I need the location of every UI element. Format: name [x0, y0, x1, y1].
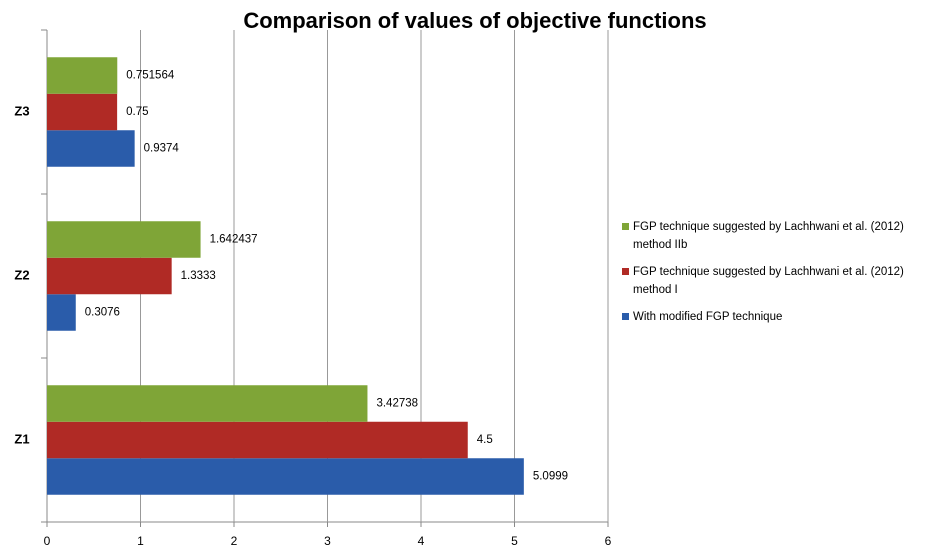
value-label: 1.642437 [210, 234, 258, 246]
x-tick-label: 0 [44, 534, 51, 548]
x-tick-label: 4 [418, 534, 425, 548]
value-label: 3.42738 [376, 398, 418, 410]
bar [47, 257, 172, 295]
legend-label: FGP technique suggested by Lachhwani et … [633, 266, 904, 296]
value-label: 0.9374 [144, 143, 180, 155]
y-tick-label: Z2 [14, 267, 29, 282]
bar [47, 130, 135, 167]
y-tick-label: Z1 [14, 431, 29, 446]
legend-swatch [622, 268, 629, 275]
legend-label: With modified FGP technique [633, 311, 783, 323]
x-tick-label: 6 [605, 534, 612, 548]
legend-item: FGP technique suggested by Lachhwani et … [622, 263, 922, 299]
value-label: 0.751564 [126, 70, 175, 82]
value-label: 5.0999 [533, 471, 568, 483]
bar [47, 385, 368, 422]
value-label: 1.3333 [181, 270, 216, 282]
value-label: 4.5 [477, 434, 493, 446]
legend-item: FGP technique suggested by Lachhwani et … [622, 218, 922, 254]
value-label: 0.3076 [85, 307, 120, 319]
chart-title: Comparison of values of objective functi… [243, 8, 706, 33]
bar [47, 221, 201, 258]
bar [47, 458, 524, 495]
x-tick-label: 5 [511, 534, 518, 548]
legend-swatch [622, 313, 629, 320]
y-tick-label: Z3 [14, 103, 29, 118]
bar [47, 421, 468, 459]
x-tick-label: 3 [324, 534, 331, 548]
legend-label: FGP technique suggested by Lachhwani et … [633, 221, 904, 251]
x-tick-label: 1 [137, 534, 144, 548]
x-tick-label: 2 [231, 534, 238, 548]
legend: FGP technique suggested by Lachhwani et … [622, 218, 922, 335]
bar [47, 294, 76, 331]
legend-item: With modified FGP technique [622, 308, 922, 326]
value-label: 0.75 [126, 106, 148, 118]
legend-swatch [622, 223, 629, 230]
bar [47, 93, 118, 131]
bar [47, 57, 118, 94]
